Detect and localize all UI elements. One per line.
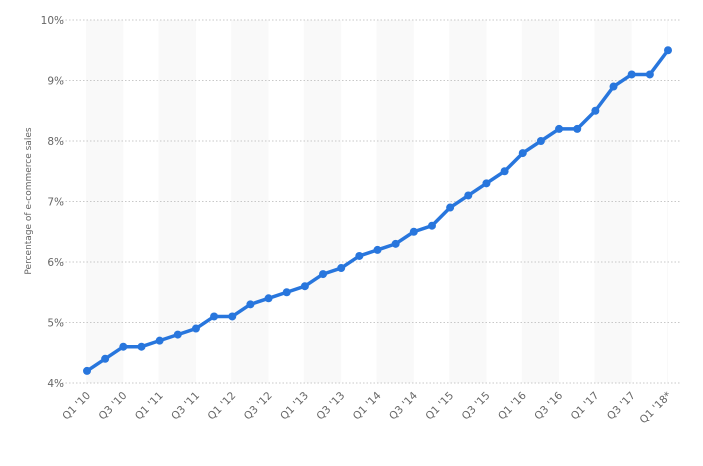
y-axis-label: Percentage of e-commerce sales [24,127,34,274]
y-tick-label: 10% [41,15,64,27]
data-point[interactable] [282,288,291,297]
background-band [303,20,342,383]
x-tick-label: Q3 '17 [605,390,638,423]
data-point[interactable] [83,366,91,375]
data-point[interactable] [518,149,527,158]
x-tick-label: Q3 '16 [532,389,565,422]
y-tick-label: 6% [47,257,64,269]
data-point[interactable] [391,239,400,248]
x-tick-label: Q1 '10 [60,390,93,423]
series-line [83,46,672,375]
data-point[interactable] [573,124,582,133]
data-point[interactable] [101,354,110,363]
data-point[interactable] [228,312,237,321]
x-tick-label: Q1 '12 [205,390,238,423]
y-tick-label: 8% [47,136,64,148]
data-point[interactable] [464,191,473,200]
x-tick-label: Q1 '18* [638,390,675,427]
x-tick-label: Q3 '11 [169,390,202,423]
data-point[interactable] [446,203,455,212]
data-point[interactable] [246,300,255,309]
data-point[interactable] [409,227,418,236]
data-point[interactable] [609,82,618,91]
data-point[interactable] [191,324,200,333]
data-point[interactable] [300,282,309,291]
x-tick-label: Q3 '10 [97,390,130,423]
x-tick-label: Q3 '13 [314,390,347,423]
data-point[interactable] [373,245,382,254]
data-point[interactable] [536,137,545,145]
data-point[interactable] [119,342,128,351]
y-tick-label: 7% [47,197,64,209]
gridlines [55,19,680,384]
data-point[interactable] [210,312,219,321]
y-axis-ticks: 4% 5% 6% 7% 8% 9% 10% [41,15,64,390]
data-point[interactable] [482,179,491,188]
x-tick-label: Q1 '13 [278,390,311,423]
data-point[interactable] [427,221,436,230]
x-tick-label: Q1 '11 [133,390,166,423]
x-tick-label: Q3 '12 [242,390,275,423]
data-point[interactable] [591,106,600,115]
data-point[interactable] [355,251,364,260]
data-point[interactable] [173,330,182,339]
data-point[interactable] [155,336,164,345]
data-point[interactable] [500,167,509,176]
data-point[interactable] [264,294,273,303]
x-axis-ticks: Q1 '10 Q3 '10 Q1 '11 Q3 '11 Q1 '12 Q3 '12 Q1 '… [60,389,674,426]
data-point[interactable] [664,46,672,55]
x-tick-label: Q3 '14 [387,389,420,422]
x-tick-label: Q1 '15 [423,390,456,423]
data-point[interactable] [319,270,328,279]
data-point[interactable] [645,70,654,79]
x-tick-label: Q1 '17 [569,390,602,423]
x-tick-label: Q3 '15 [460,390,493,423]
x-tick-label: Q1 '16 [496,389,529,422]
data-point[interactable] [337,264,346,273]
y-tick-label: 4% [47,378,64,390]
data-point[interactable] [627,70,636,79]
data-point[interactable] [137,342,146,351]
y-tick-label: 9% [47,76,64,88]
y-tick-label: 5% [47,318,64,330]
data-point[interactable] [555,124,564,133]
x-tick-label: Q1 '14 [351,389,384,422]
